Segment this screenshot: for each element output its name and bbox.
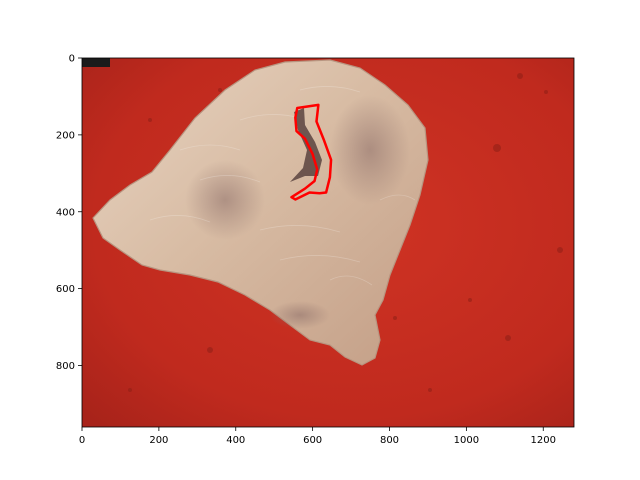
x-tick-label: 600	[303, 435, 322, 446]
skin-texture	[149, 86, 416, 286]
x-tick-label: 1000	[454, 435, 479, 446]
y-tick-label: 800	[56, 361, 75, 372]
dark-corner	[82, 58, 110, 67]
y-tick-label: 0	[69, 54, 75, 65]
x-axis: 0 200 400 600 800 1000 1200	[79, 427, 556, 446]
board-speckles	[128, 73, 563, 392]
meat-cut-cavity	[290, 108, 322, 182]
annotation-contour	[290, 103, 333, 201]
x-tick-label: 400	[226, 435, 245, 446]
x-tick-label: 800	[380, 435, 399, 446]
meat-shadow-bottom	[270, 301, 330, 329]
meat-shadow-center	[330, 95, 410, 205]
y-tick-label: 400	[56, 207, 75, 218]
y-axis: 0 200 400 600 800	[56, 54, 82, 372]
axes-frame	[81, 57, 575, 428]
meat-shadow-left	[185, 160, 265, 240]
x-tick-label: 200	[149, 435, 168, 446]
y-tick-label: 600	[56, 284, 75, 295]
x-tick-label: 1200	[531, 435, 556, 446]
x-tick-label: 0	[79, 435, 85, 446]
image-panel	[82, 58, 574, 427]
y-tick-label: 200	[56, 130, 75, 141]
